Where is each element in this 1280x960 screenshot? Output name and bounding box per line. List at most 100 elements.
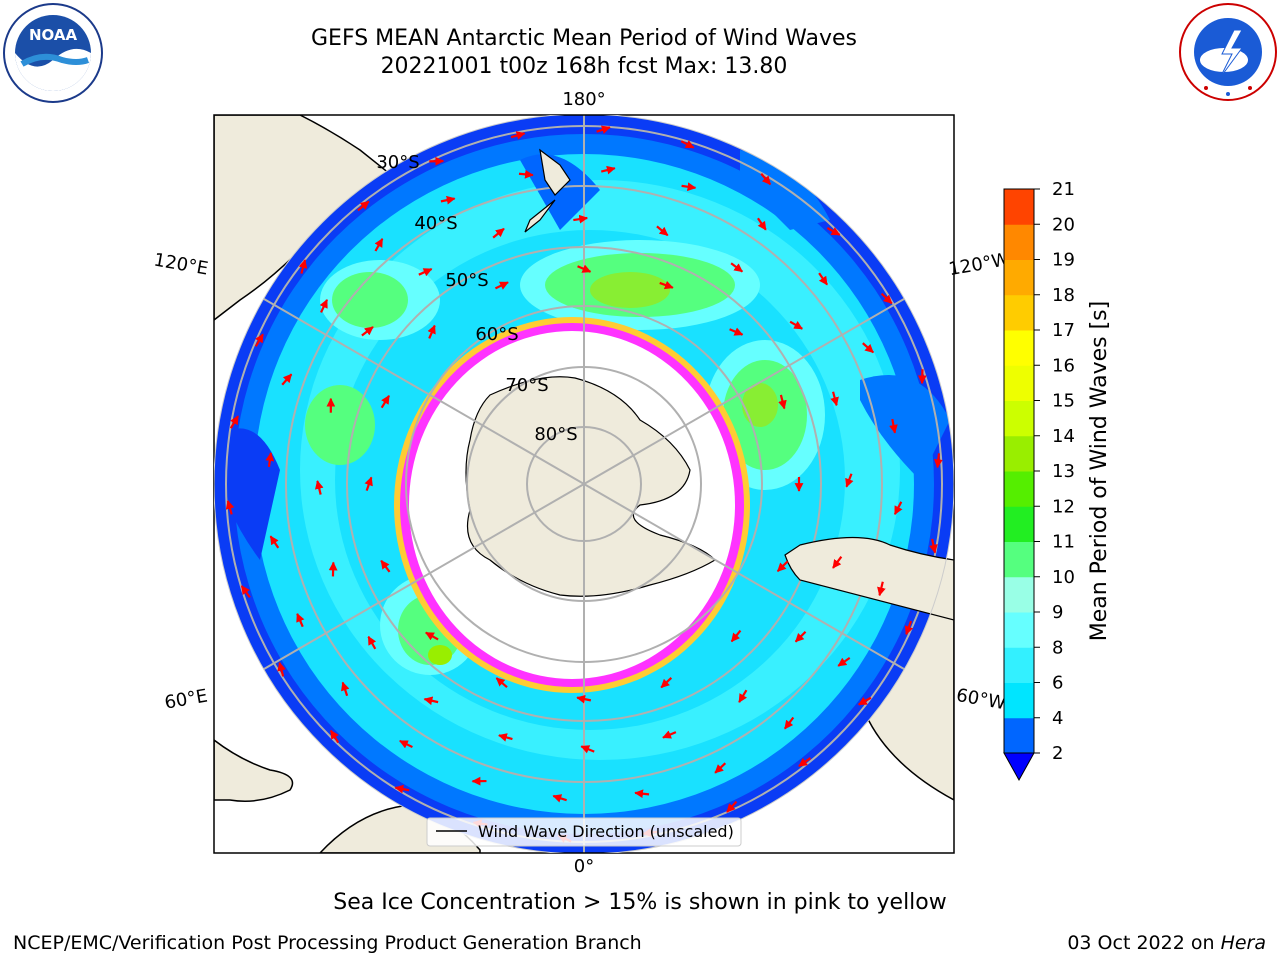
wind-wave-arrow [776,560,789,572]
wind-wave-arrow [418,267,433,277]
lat-label-80s: 80°S [534,424,577,445]
wind-wave-arrow [798,757,812,768]
colorbar-tick-label: 2 [1052,743,1063,764]
wind-wave-arrow [730,629,742,643]
wind-wave-arrow [495,677,508,689]
wind-wave-arrow [399,739,413,749]
wind-wave-arrow [225,500,235,515]
wind-wave-arrow [580,745,595,754]
colorbar-tick-label: 21 [1052,179,1075,200]
colorbar-segment [1004,224,1034,260]
wind-wave-arrow [660,677,673,689]
wind-wave-arrow [576,694,592,704]
wind-wave-arrow [659,280,674,290]
colorbar-segment [1004,365,1034,401]
wind-wave-arrow [380,559,391,573]
wind-wave-arrow [729,327,744,336]
colorbar-tick-label: 8 [1052,637,1063,658]
sea-ice-caption: Sea Ice Concentration > 15% is shown in … [333,890,947,915]
colorbar-segment [1004,294,1034,331]
colorbar-tick-label: 14 [1052,426,1075,447]
wind-wave-arrow [425,631,439,641]
wind-wave-arrow [738,689,748,703]
wind-wave-arrow [730,262,744,273]
colorbar-segment [1004,717,1034,754]
colorbar-tick-label: 19 [1052,250,1075,271]
wind-wave-arrow [818,272,828,286]
wind-wave-arrow [254,333,264,347]
wind-wave-arrow [600,165,616,175]
lon-label-180: 180° [562,89,605,110]
wind-wave-arrow [596,125,611,134]
wind-wave-arrow [240,585,251,599]
colorbar-tick-label: 6 [1052,673,1063,694]
footer-date: 03 Oct 2022 on Hera [1067,932,1266,954]
colorbar-segment [1004,400,1034,437]
wind-wave-arrow [296,612,305,628]
colorbar-extend-arrow [1003,752,1035,782]
wind-wave-arrow [662,730,677,739]
lon-label-0: 0° [574,856,594,877]
wind-wave-arrow [680,140,695,149]
wind-wave-arrow [374,238,384,252]
noaa-logo-text: NOAA [29,26,78,44]
wind-wave-arrow [394,784,410,794]
colorbar-tick-label: 15 [1052,391,1075,412]
wind-wave-arrow [726,800,738,813]
colorbar-tick-label: 13 [1052,461,1075,482]
wind-wave-arrow [319,299,329,313]
wind-wave-arrow [265,452,275,468]
map-legend: Wind Wave Direction (unscaled) [426,817,742,847]
noaa-logo: NOAA [3,3,103,103]
wind-wave-arrow [889,418,898,434]
wind-wave-arrow [552,794,567,803]
footer-host: Hera [1220,932,1266,954]
chart-title: GEFS MEAN Antarctic Mean Period of Wind … [311,26,857,51]
wind-wave-arrow [783,716,795,730]
colorbar-tick-label: 11 [1052,532,1075,553]
wind-wave-arrow [423,696,439,706]
wind-wave-arrow [357,200,370,212]
wind-wave-arrow [757,217,767,231]
wind-wave-arrow [760,173,772,186]
colorbar-segment [1004,682,1034,719]
colorbar-segment [1004,471,1034,507]
colorbar-segment [1004,189,1034,225]
wind-wave-arrow [681,182,697,192]
wind-wave-arrow [281,373,293,386]
wind-wave-arrow [830,391,839,407]
wind-wave-arrow [778,394,787,410]
colorbar-segment [1004,435,1034,472]
wind-wave-arrow [837,656,851,667]
wind-wave-arrow [845,473,854,488]
colorbar-tick-label: 18 [1052,285,1075,306]
wind-wave-arrow [361,326,374,337]
chart-subtitle: 20221001 t00z 168h fcst Max: 13.80 [380,54,788,79]
wind-wave-arrow [440,195,456,205]
wind-wave-arrow [634,789,650,799]
wind-wave-arrow [298,259,308,274]
wind-wave-arrow [857,696,872,706]
footer-date-text: 03 Oct 2022 on [1067,932,1215,954]
wind-wave-arrow [794,630,807,643]
wind-wave-arrow [277,661,286,677]
wind-wave-arrow [904,620,914,636]
wind-wave-arrows [225,125,943,843]
land-inside [524,148,954,621]
colorbar-segment [1004,541,1034,578]
colorbar-label: Mean Period of Wind Waves [s] [1087,301,1112,641]
colorbar-segment [1004,330,1034,366]
colorbar-segment [1004,612,1034,648]
wind-wave-arrow [364,476,373,491]
lat-label-30s: 30°S [376,152,419,173]
wind-wave-arrow [832,556,843,569]
wind-wave-arrow [577,264,592,273]
colorbar-segment [1004,259,1034,296]
wind-wave-arrow [341,681,350,697]
wind-wave-arrow [380,395,390,409]
wind-wave-arrow [498,733,513,742]
colorbar-segment [1004,647,1034,683]
wind-wave-arrow [229,415,239,429]
colorbar-tick-label: 9 [1052,602,1063,623]
